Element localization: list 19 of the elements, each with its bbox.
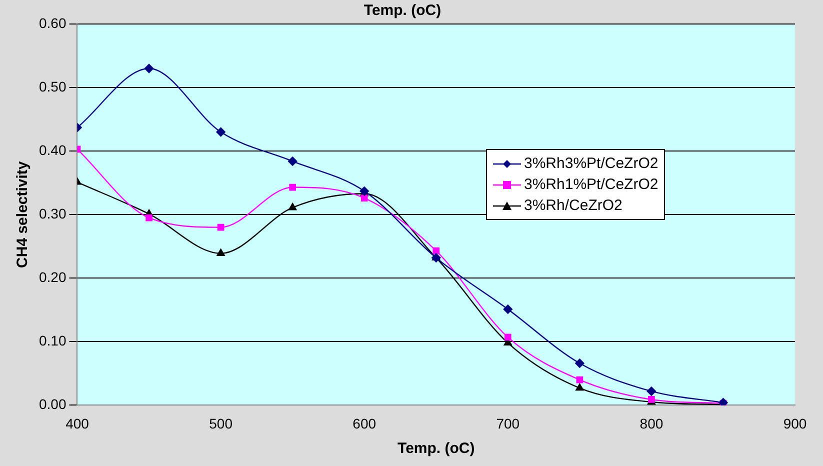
chart-title: Temp. (oC) — [364, 2, 442, 20]
y-tick-label: 0.60 — [39, 14, 66, 31]
legend-label: 3%Rh/CeZrO2 — [524, 197, 622, 214]
y-tick-label: 0.30 — [39, 205, 66, 222]
x-tick-label: 600 — [352, 415, 376, 432]
x-tick-label: 800 — [640, 415, 664, 432]
y-tick-label: 0.20 — [39, 268, 66, 285]
y-tick-label: 0.10 — [39, 332, 66, 349]
x-tick-label: 700 — [496, 415, 520, 432]
x-axis-title: Temp. (oC) — [398, 440, 475, 458]
x-tick-label: 900 — [783, 415, 807, 432]
legend-label: 3%Rh1%Pt/CeZrO2 — [524, 176, 658, 194]
y-tick-label: 0.00 — [39, 396, 66, 412]
y-tick-label: 0.50 — [39, 78, 66, 94]
legend-label: 3%Rh3%Pt/CeZrO2 — [524, 155, 658, 172]
x-tick-label: 500 — [209, 415, 233, 432]
x-tick-label: 400 — [66, 415, 90, 432]
y-axis-title: CH4 selectivity — [14, 160, 32, 268]
y-tick-label: 0.40 — [39, 142, 66, 158]
